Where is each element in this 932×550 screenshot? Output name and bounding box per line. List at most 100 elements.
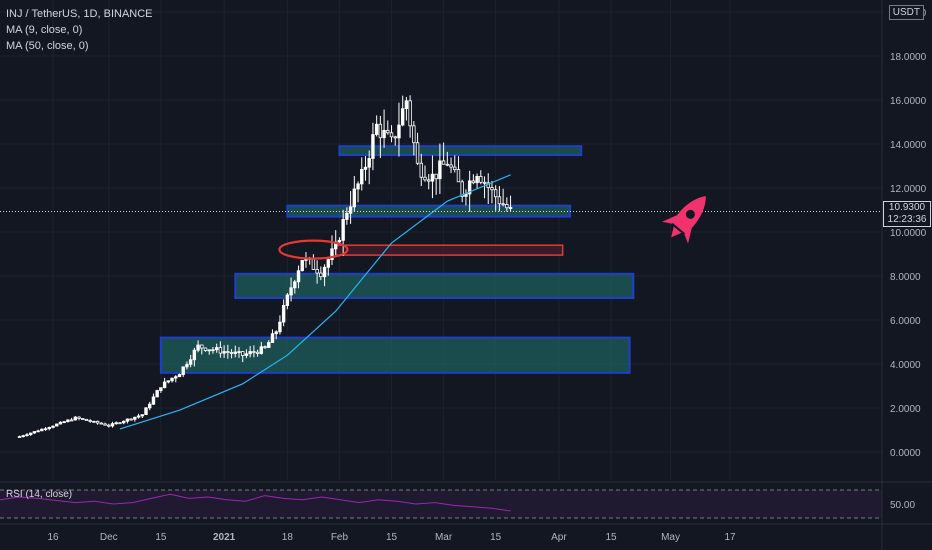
candle-body: [125, 418, 130, 422]
time-tick-label: 16: [47, 532, 59, 543]
price-tick-label: 0.0000: [890, 448, 921, 459]
candle-body: [32, 431, 37, 434]
rsi-label[interactable]: RSI (14, close): [6, 489, 73, 500]
time-tick-label: 15: [605, 532, 617, 543]
time-tick-label: 17: [724, 532, 736, 543]
annotations: [0, 211, 882, 260]
candle-body: [505, 204, 509, 209]
currency-badge[interactable]: USDT: [888, 5, 924, 20]
time-tick-label: 18: [282, 532, 294, 543]
candle-body: [129, 418, 133, 421]
last-price-value: 10.9300: [888, 202, 926, 213]
candle-body: [479, 176, 483, 183]
candle-body: [252, 351, 256, 353]
candle-body: [270, 333, 275, 343]
candle-body: [237, 351, 241, 353]
time-tick-label: Apr: [551, 532, 567, 543]
candle-body: [326, 259, 330, 268]
candle-body: [226, 351, 230, 353]
price-tick-label: 16.0000: [890, 96, 927, 107]
ma50-line: [119, 174, 511, 430]
time-tick-label: 15: [155, 532, 167, 543]
candle-body: [378, 123, 383, 139]
candle-body: [363, 166, 368, 170]
candle-body: [248, 351, 252, 355]
candle-body: [274, 331, 278, 335]
candle-body: [241, 351, 245, 356]
candle-body: [475, 176, 479, 184]
candle-body: [293, 281, 297, 289]
candle-body: [151, 396, 156, 405]
candle-body: [393, 136, 397, 139]
candle-body: [81, 418, 85, 420]
time-tick-label: Mar: [435, 532, 453, 543]
ma50-label[interactable]: MA (50, close, 0): [6, 40, 89, 52]
bar-countdown: 12:23:36: [887, 214, 927, 225]
candle-body: [229, 352, 234, 354]
candle-body: [21, 435, 25, 438]
candle-body: [214, 347, 219, 351]
candle-body: [162, 381, 167, 389]
candle-body: [482, 181, 487, 184]
candle-body: [185, 363, 189, 368]
candles: [17, 95, 513, 439]
rsi-pane: 50.00: [0, 481, 932, 519]
time-tick-label: 15: [490, 532, 502, 543]
candle-body: [352, 188, 357, 208]
candle-body: [434, 173, 438, 180]
candle-body: [493, 189, 498, 198]
candle-body: [177, 374, 182, 378]
candle-body: [103, 423, 107, 426]
ma9-label[interactable]: MA (9, close, 0): [6, 24, 83, 36]
candle-body: [296, 270, 301, 283]
candle-body: [188, 359, 193, 365]
candle-body: [84, 418, 89, 421]
price-tick-label: 12.0000: [890, 184, 927, 195]
candle-body: [196, 344, 200, 351]
candle-body: [28, 432, 33, 436]
candle-body: [58, 421, 63, 425]
candle-body: [148, 403, 152, 409]
price-tick-label: 10.0000: [890, 228, 927, 239]
candle-body: [62, 421, 66, 424]
candle-body: [337, 239, 342, 243]
candle-body: [453, 166, 457, 170]
candle-body: [181, 366, 185, 375]
candle-body: [110, 423, 115, 427]
price-tick-label: 8.0000: [890, 272, 921, 283]
time-axis: 16 Dec 15 2021 18 Feb 15 Mar 15 Apr 15 May 17: [0, 523, 932, 543]
chart-legend: INJ / TetherUS, 1D, BINANCE MA (9, close…: [6, 6, 153, 54]
candle-body: [449, 164, 453, 168]
candle-body: [497, 196, 502, 205]
candle-body: [348, 206, 353, 214]
time-tick-label: May: [661, 532, 680, 543]
rsi-line: [0, 493, 511, 512]
candle-body: [203, 347, 208, 351]
candle-body: [281, 305, 286, 323]
candle-body: [441, 160, 446, 165]
price-axis: 0.0000 2.0000 4.0000 6.0000 8.0000 10.0000 12.…: [881, 0, 927, 550]
candle-body: [315, 269, 319, 274]
price-tick-label: 4.0000: [890, 360, 921, 371]
support-resistance-zones: [159, 145, 635, 374]
candle-body: [66, 419, 70, 423]
candle-body: [88, 420, 92, 422]
candle-body: [386, 129, 390, 134]
candle-body: [289, 287, 293, 296]
candle-body: [207, 349, 211, 352]
candle-body: [356, 183, 360, 190]
candle-body: [40, 428, 44, 432]
candle-body: [471, 180, 476, 184]
candle-body: [140, 414, 144, 417]
symbol-label[interactable]: INJ / TetherUS, 1D, BINANCE: [6, 8, 153, 20]
price-tick-label: 14.0000: [890, 140, 927, 151]
candle-body: [222, 351, 226, 354]
candle-body: [382, 129, 386, 139]
time-tick-label: 15: [386, 532, 398, 543]
candle-body: [99, 422, 104, 425]
price-tick-label: 6.0000: [890, 316, 921, 327]
candle-body: [374, 123, 379, 135]
candle-body: [415, 142, 420, 164]
candle-body: [427, 179, 431, 182]
